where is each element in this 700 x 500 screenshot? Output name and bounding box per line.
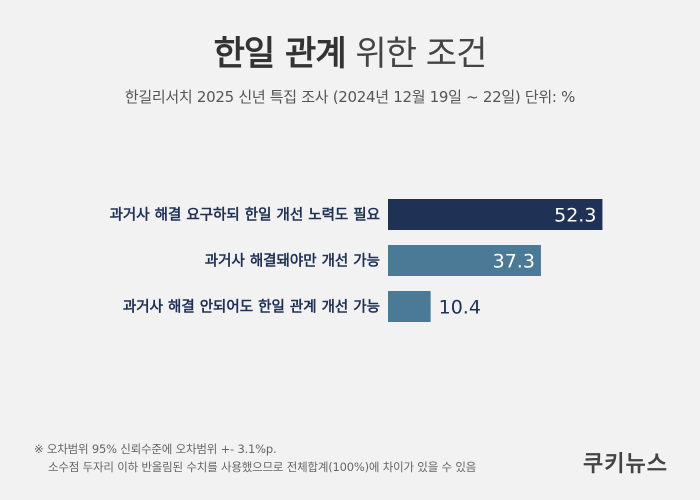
chart-title-light: 위한 조건: [355, 34, 487, 74]
category-label: 과거사 해결 안되어도 한일 관계 개선 가능: [123, 298, 380, 316]
chart-title-bold: 한일 관계: [213, 34, 347, 74]
value-label: 10.4: [439, 297, 481, 319]
category-label: 과거사 해결돼야만 개선 가능: [205, 252, 380, 270]
footnote: ※ 오차범위 95% 신뢰수준에 오차범위 +- 3.1%p. 소수점 두자리 …: [34, 440, 476, 476]
footnote-line-2: 소수점 두자리 이하 반올림된 수치를 사용했으므로 전체합계(100%)에 차…: [48, 460, 477, 474]
footnote-line-1: ※ 오차범위 95% 신뢰수준에 오차범위 +- 3.1%p.: [34, 442, 277, 456]
bar: [388, 245, 541, 276]
bar: [388, 199, 603, 230]
chart-subtitle: 한길리서치 2025 신년 특집 조사 (2024년 12월 19일 ~ 22일…: [124, 88, 576, 106]
category-label: 과거사 해결 요구하되 한일 개선 노력도 필요: [110, 206, 380, 224]
value-label: 37.3: [493, 251, 535, 273]
publisher-logo: 쿠키뉴스: [583, 452, 668, 477]
bar: [388, 291, 431, 322]
value-label: 52.3: [554, 205, 596, 227]
chart-title: 한일 관계 위한 조건: [0, 26, 700, 75]
